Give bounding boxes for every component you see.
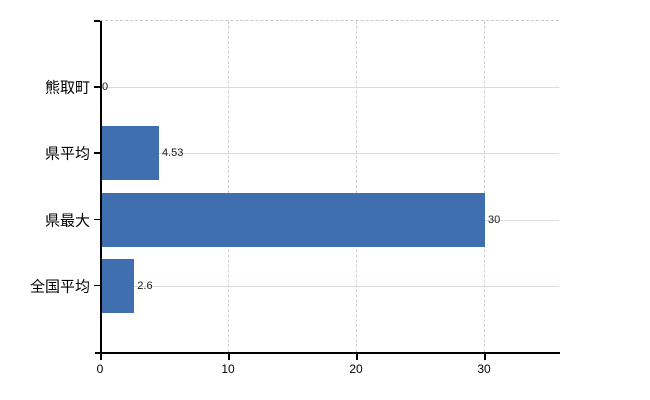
vertical-gridline [228, 21, 229, 352]
x-axis-tick [228, 353, 230, 360]
category-label: 県平均 [44, 145, 90, 163]
bar [101, 126, 159, 181]
x-axis-tick-label: 0 [96, 362, 104, 376]
category-label: 全国平均 [29, 278, 90, 296]
horizontal-gridline [101, 285, 559, 287]
x-axis-tick-label: 30 [477, 362, 491, 376]
bar [101, 258, 135, 313]
vertical-gridline [356, 21, 357, 352]
y-axis [100, 21, 102, 353]
category-label: 県最大 [44, 212, 90, 230]
horizontal-gridline [101, 153, 559, 155]
value-label: 2.6 [137, 279, 153, 292]
value-label: 30 [488, 213, 501, 226]
y-axis-tick [94, 284, 100, 287]
x-axis-tick-label: 20 [349, 362, 363, 376]
plot-top-border [100, 20, 559, 21]
y-axis-tick [94, 218, 100, 221]
value-label: 4.53 [161, 147, 184, 160]
x-axis-tick [100, 353, 102, 360]
y-axis-tick [94, 152, 100, 154]
value-label: 0 [102, 81, 109, 94]
x-axis-tick [356, 353, 358, 360]
vertical-gridline [484, 21, 485, 352]
x-axis-tick-label: 10 [221, 362, 235, 376]
plot-area [100, 21, 559, 352]
category-label: 熊取町 [44, 79, 90, 97]
y-axis-end-tick [94, 20, 100, 22]
x-axis [95, 352, 560, 354]
bar [101, 192, 485, 247]
y-axis-tick [94, 86, 100, 88]
x-axis-tick [484, 353, 486, 360]
horizontal-gridline [101, 87, 559, 89]
